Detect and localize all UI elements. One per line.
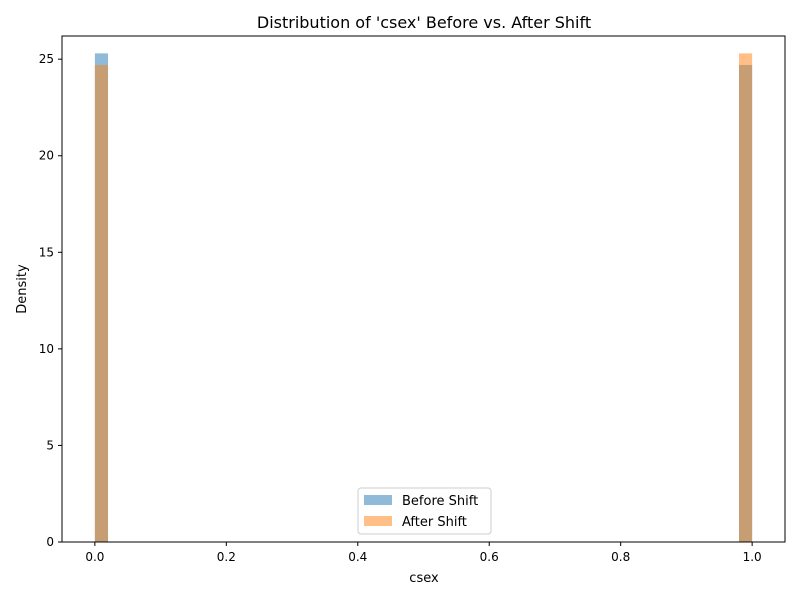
legend-swatch-before [364, 495, 392, 505]
histogram-bar-after-1 [738, 53, 753, 542]
y-tick-label: 20 [39, 149, 54, 163]
y-tick-label: 5 [46, 438, 54, 452]
x-tick-label: 0.0 [85, 550, 104, 564]
plot-frame [61, 35, 786, 543]
legend-label-after: After Shift [402, 515, 467, 530]
y-tick-label: 15 [39, 245, 54, 259]
x-tick-label: 0.8 [611, 550, 630, 564]
y-axis-label: Density [15, 264, 30, 314]
x-tick-label: 0.2 [217, 550, 236, 564]
histogram-bar-after-0 [94, 64, 109, 542]
legend-label-before: Before Shift [402, 494, 478, 509]
x-axis-ticks: 0.0 0.2 0.4 0.6 0.8 1.0 [85, 542, 762, 564]
y-axis-ticks: 0 5 10 15 20 25 [39, 52, 62, 549]
y-tick-label: 25 [39, 52, 54, 66]
x-tick-label: 0.6 [480, 550, 499, 564]
bars-group [94, 53, 753, 542]
chart-title: Distribution of 'csex' Before vs. After … [257, 13, 591, 32]
y-tick-label: 0 [46, 535, 54, 549]
legend-swatch-after [364, 516, 392, 526]
legend: Before Shift After Shift [357, 487, 492, 535]
x-axis-label: csex [409, 571, 439, 586]
y-tick-label: 10 [39, 342, 54, 356]
x-tick-label: 1.0 [743, 550, 762, 564]
x-tick-label: 0.4 [348, 550, 367, 564]
